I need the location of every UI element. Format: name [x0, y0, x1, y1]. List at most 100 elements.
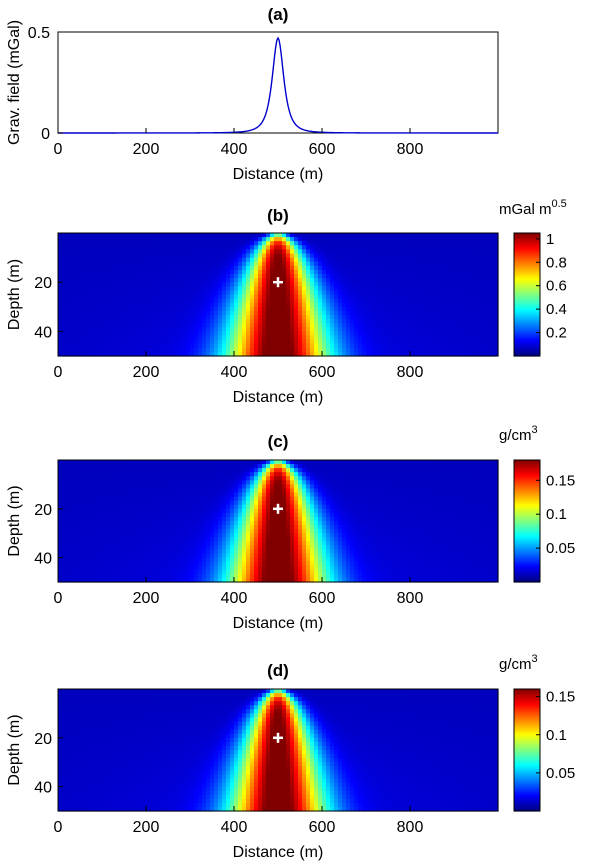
heatmap-cell [438, 468, 443, 473]
heatmap-cell [398, 343, 403, 349]
heatmap-cell [450, 327, 455, 332]
x-tick-label: 0 [54, 364, 63, 381]
heatmap-cell [166, 347, 171, 353]
heatmap-cell [418, 274, 423, 279]
heatmap-cell [214, 347, 219, 353]
heatmap-cell [486, 306, 491, 312]
heatmap-cell [446, 237, 451, 242]
heatmap-cell [94, 460, 99, 465]
heatmap-cell [298, 310, 303, 316]
heatmap-cell [66, 327, 71, 332]
heatmap-cell [266, 488, 271, 494]
heatmap-cell [346, 472, 351, 477]
heatmap-cell [298, 245, 303, 250]
heatmap-cell [226, 319, 231, 324]
heatmap-cell [234, 257, 239, 263]
heatmap-cell [150, 286, 155, 291]
heatmap-cell [422, 323, 427, 328]
heatmap-cell [254, 282, 259, 287]
heatmap-cell [114, 343, 119, 349]
heatmap-cell [258, 237, 263, 242]
heatmap-cell [90, 261, 95, 267]
heatmap-cell [146, 492, 151, 498]
heatmap-cell [158, 460, 163, 465]
heatmap-cell [470, 472, 475, 477]
heatmap-cell [274, 484, 279, 490]
heatmap-cell [462, 339, 467, 345]
heatmap-cell [154, 265, 159, 271]
heatmap-cell [134, 331, 139, 337]
heatmap-cell [286, 468, 291, 473]
heatmap-cell [454, 488, 459, 494]
heatmap-cell [182, 253, 187, 259]
heatmap-cell [258, 302, 263, 308]
heatmap-cell [106, 265, 111, 271]
heatmap-cell [474, 335, 479, 341]
heatmap-cell [414, 480, 419, 485]
heatmap-cell [218, 253, 223, 259]
colorbar-step [514, 282, 540, 286]
heatmap-cell [298, 257, 303, 263]
heatmap-cell [222, 335, 227, 341]
heatmap-cell [438, 233, 443, 238]
colorbar-step [514, 340, 540, 344]
heatmap-cell [458, 484, 463, 490]
heatmap-cell [422, 298, 427, 304]
heatmap-cell [90, 278, 95, 283]
heatmap-cell [270, 488, 275, 494]
heatmap-cell [310, 327, 315, 332]
heatmap-cell [398, 331, 403, 337]
heatmap-cell [422, 319, 427, 324]
heatmap-cell [162, 327, 167, 332]
heatmap-cell [138, 504, 143, 510]
heatmap-cell [62, 302, 67, 308]
heatmap-cell [434, 315, 439, 320]
heatmap-cell [302, 261, 307, 267]
heatmap-cell [62, 496, 67, 502]
heatmap-cell [466, 484, 471, 490]
heatmap-cell [254, 290, 259, 296]
heatmap-cell [318, 249, 323, 255]
heatmap-cell [186, 265, 191, 271]
heatmap-cell [222, 294, 227, 300]
heatmap-cell [366, 257, 371, 263]
heatmap-cell [330, 496, 335, 502]
heatmap-cell [422, 476, 427, 481]
heatmap-cell [390, 294, 395, 300]
heatmap-cell [230, 504, 235, 510]
heatmap-cell [134, 508, 139, 514]
heatmap-cell [414, 265, 419, 271]
heatmap-cell [70, 323, 75, 328]
heatmap-cell [82, 274, 87, 279]
heatmap-cell [374, 245, 379, 250]
heatmap-cell [450, 339, 455, 345]
heatmap-cell [366, 294, 371, 300]
heatmap-cell [202, 343, 207, 349]
heatmap-cell [214, 302, 219, 308]
heatmap-cell [78, 492, 83, 498]
heatmap-cell [114, 460, 119, 465]
heatmap-cell [466, 233, 471, 238]
heatmap-cell [282, 233, 287, 238]
heatmap-cell [174, 269, 179, 275]
heatmap-cell [182, 504, 187, 510]
heatmap-cell [282, 500, 287, 506]
heatmap-cell [306, 290, 311, 296]
heatmap-cell [394, 310, 399, 316]
heatmap-cell [358, 500, 363, 506]
heatmap-cell [190, 278, 195, 283]
heatmap-cell [118, 274, 123, 279]
heatmap-cell [186, 484, 191, 490]
heatmap-cell [214, 319, 219, 324]
heatmap-cell [302, 302, 307, 308]
heatmap-cell [366, 278, 371, 283]
heatmap-cell [298, 302, 303, 308]
heatmap-cell [370, 286, 375, 291]
heatmap-cell [318, 335, 323, 341]
heatmap-cell [370, 351, 375, 357]
heatmap-cell [246, 233, 251, 238]
heatmap-cell [218, 265, 223, 271]
heatmap-cell [198, 480, 203, 485]
heatmap-cell [282, 245, 287, 250]
heatmap-cell [478, 245, 483, 250]
